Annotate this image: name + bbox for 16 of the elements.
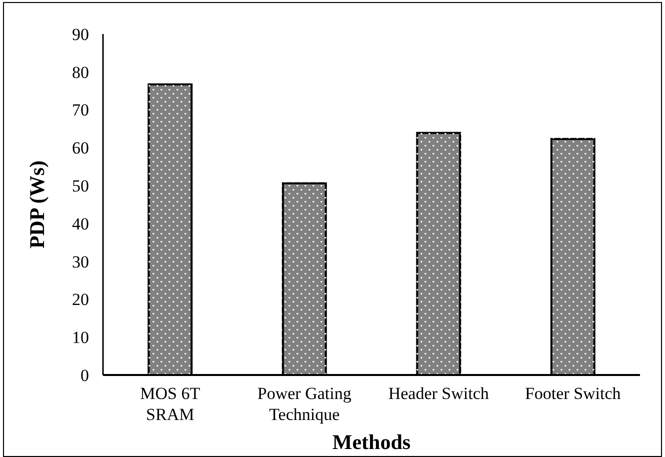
y-tick-label: 60 [72,138,89,158]
y-tick-label: 90 [72,24,89,44]
y-tick-label: 50 [72,176,89,196]
y-tick-label: 0 [80,366,89,385]
y-tick-label: 30 [72,252,89,272]
y-tick-label: 70 [72,100,89,120]
y-tick-label: 80 [72,62,89,82]
y-tick-label: 10 [72,328,89,348]
x-tick-label: Footer Switch [524,384,622,403]
y-tick-label: 20 [72,290,89,310]
x-tick-label: MOS 6T SRAM [140,384,201,424]
x-tick-label: Header Switch [388,384,490,403]
y-tick-label: 40 [72,214,89,234]
y-axis-title: PDP (Ws) [25,160,49,249]
x-tick-label: Power Gating Technique [257,384,352,424]
x-axis-title: Methods [332,430,411,454]
